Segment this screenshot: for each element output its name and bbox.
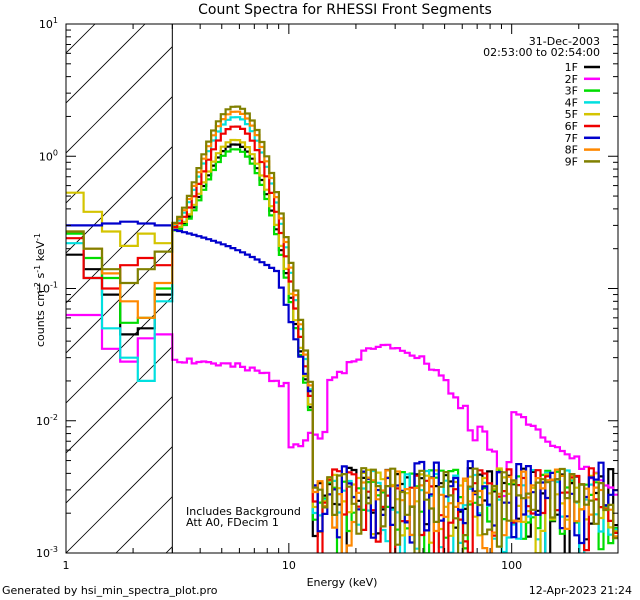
legend-label-2f: 2F xyxy=(565,73,578,86)
hatch-line xyxy=(66,196,173,304)
footer-generator: Generated by hsi_min_spectra_plot.pro xyxy=(2,584,218,597)
time-range-label: 02:53:00 to 02:54:00 xyxy=(483,46,600,59)
hatch-line xyxy=(616,13,640,553)
chart-title: Count Spectra for RHESSI Front Segments xyxy=(198,2,492,18)
hatched-region xyxy=(0,13,640,553)
series-line-5f xyxy=(66,138,618,553)
legend-label-9f: 9F xyxy=(565,155,578,168)
hatch-line xyxy=(66,296,173,404)
legend-label-1f: 1F xyxy=(565,61,578,74)
x-tick-label: 1 xyxy=(63,559,70,572)
hatch-line xyxy=(66,446,173,553)
legend-label-7f: 7F xyxy=(565,132,578,145)
y-axis-label: counts cm-2 s-1 keV-1 xyxy=(33,233,47,347)
series-line-2f xyxy=(66,313,618,498)
y-tick-label: 101 xyxy=(39,16,58,31)
x-axis-label: Energy (keV) xyxy=(307,576,378,589)
hatch-line xyxy=(0,13,6,553)
x-tick-label: 100 xyxy=(501,559,522,572)
y-tick-label: 10-3 xyxy=(36,545,58,560)
y-tick-label: 10-1 xyxy=(36,281,58,296)
legend-label-5f: 5F xyxy=(565,108,578,121)
annotation-attenuator: Att A0, FDecim 1 xyxy=(186,516,279,529)
hatch-line xyxy=(66,46,173,154)
footer-timestamp: 12-Apr-2023 21:24 xyxy=(529,584,632,597)
y-tick-label: 10-2 xyxy=(36,413,58,428)
date-label: 31-Dec-2003 xyxy=(529,35,600,48)
annotation-background: Includes Background xyxy=(186,505,301,518)
legend-label-4f: 4F xyxy=(565,96,578,109)
hatch-line xyxy=(66,396,173,504)
hatch-line xyxy=(66,96,173,204)
legend-label-6f: 6F xyxy=(565,120,578,133)
legend-label-8f: 8F xyxy=(565,144,578,157)
legend-label-3f: 3F xyxy=(565,85,578,98)
series-line-9f xyxy=(66,105,618,553)
hatch-line xyxy=(66,246,173,354)
y-tick-label: 100 xyxy=(39,148,58,163)
x-tick-label: 10 xyxy=(282,559,296,572)
